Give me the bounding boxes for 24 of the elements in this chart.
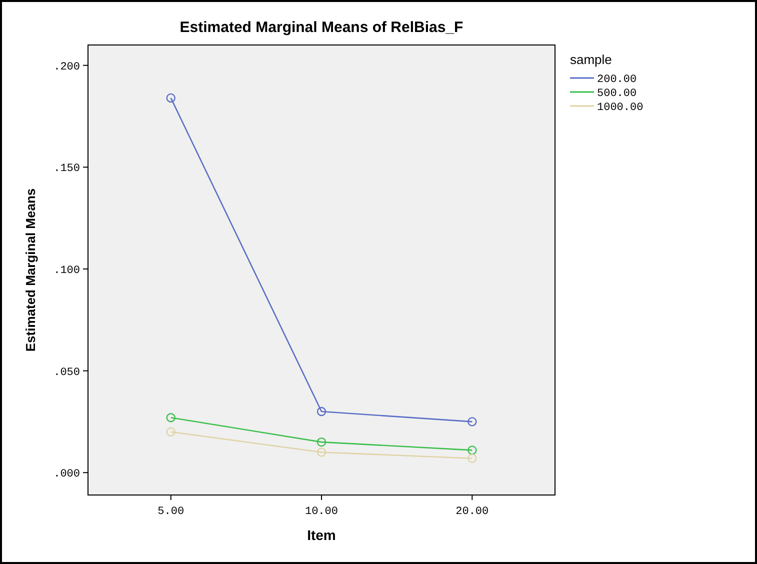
x-tick-label: 20.00 [456, 506, 489, 518]
x-tick-label: 10.00 [304, 506, 338, 518]
y-tick-label: .150 [54, 163, 80, 176]
x-axis-title: Item [307, 527, 336, 543]
y-tick-label: .000 [54, 468, 80, 481]
chart-title: Estimated Marginal Means of RelBias_F [180, 19, 464, 36]
point [166, 93, 176, 103]
point [316, 406, 326, 416]
x-tick-label: 5.00 [158, 506, 184, 518]
point [166, 427, 176, 436]
point [468, 417, 477, 426]
point [468, 454, 477, 463]
legend-title: sample [570, 52, 612, 67]
point [166, 413, 176, 422]
y-tick-label: .050 [54, 366, 80, 379]
legend-label: 200.00 [597, 74, 637, 86]
point [316, 437, 326, 447]
y-axis-title: Estimated Marginal Means [23, 188, 38, 352]
legend-label: 500.00 [597, 88, 637, 100]
point [468, 446, 477, 455]
y-tick-label: .200 [54, 61, 80, 74]
y-tick-label: .100 [54, 264, 80, 277]
point [316, 448, 326, 457]
legend-label: 1000.00 [597, 102, 644, 114]
